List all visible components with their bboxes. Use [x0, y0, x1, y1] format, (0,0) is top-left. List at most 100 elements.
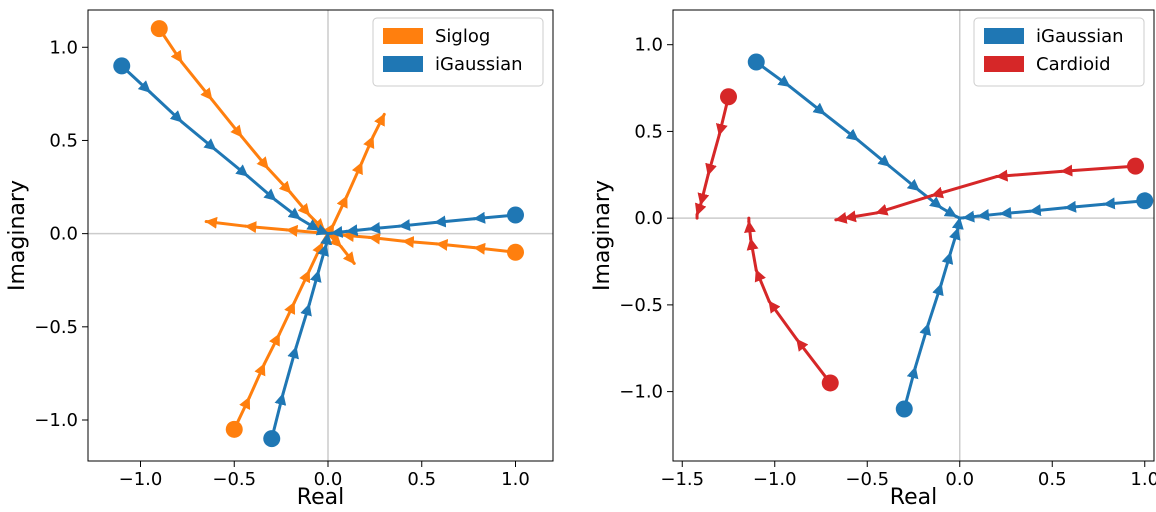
trajectory-segment — [289, 191, 311, 217]
series-igaussian-2 — [895, 216, 964, 418]
y-tick-label: −0.5 — [619, 295, 663, 316]
trajectory-segment — [746, 237, 759, 272]
trajectory-segment — [926, 282, 944, 326]
trajectory-segment — [951, 216, 964, 231]
trajectory-segment — [913, 322, 931, 369]
start-point — [150, 20, 168, 38]
y-tick-label: −1.0 — [619, 382, 663, 403]
trajectory-segment — [345, 224, 371, 237]
trajectory-segment — [705, 133, 721, 177]
trajectory-segment — [856, 138, 891, 168]
series-igaussian-5 — [326, 206, 524, 238]
start-point — [821, 374, 839, 392]
trajectory-segment — [341, 230, 371, 243]
trajectory-segment — [887, 164, 921, 192]
legend-swatch — [383, 28, 423, 44]
x-axis-label: Real — [297, 485, 344, 510]
x-tick-label: −0.5 — [212, 469, 256, 490]
trajectory-segment — [823, 112, 860, 142]
start-point — [113, 57, 131, 75]
trajectory-segment — [339, 245, 356, 265]
trajectory-segment — [277, 301, 296, 336]
trajectory-segment — [281, 345, 299, 396]
trajectory-segment — [330, 225, 349, 238]
trajectory-segment — [266, 166, 292, 195]
x-tick-label: −1.5 — [660, 469, 704, 490]
trajectory-segment — [320, 232, 333, 247]
trajectory-segment — [795, 338, 832, 385]
x-tick-label: −1.0 — [753, 469, 797, 490]
trajectory-segment — [298, 217, 321, 232]
y-tick-label: 0.0 — [634, 208, 663, 229]
trajectory-segment — [367, 232, 405, 245]
axes-frame — [672, 9, 1155, 462]
legend-swatch — [984, 56, 1024, 72]
y-axis-label: Imaginary — [5, 180, 30, 291]
y-tick-label: 0.5 — [634, 121, 663, 142]
trajectory-segment — [976, 209, 1002, 221]
trajectory-segment — [1060, 164, 1137, 177]
trajectory-segment — [180, 60, 214, 101]
trajectory-segment — [148, 90, 184, 124]
series-cardioid-5 — [744, 216, 839, 392]
trajectory-segment — [939, 205, 958, 218]
start-point — [507, 243, 524, 261]
trajectory-segment — [210, 97, 244, 139]
start-point — [1127, 157, 1144, 175]
start-point — [263, 430, 281, 448]
trajectory-segment — [244, 221, 289, 234]
legend-entry: iGaussian — [435, 54, 523, 75]
trajectory-segment — [697, 173, 710, 206]
trajectory-segment — [180, 120, 217, 152]
trajectory-segment — [767, 299, 799, 342]
trajectory-segment — [917, 188, 943, 210]
y-tick-label: 0.0 — [49, 224, 78, 245]
trajectory-segment — [360, 135, 375, 165]
trajectory-segment — [875, 194, 934, 216]
trajectory-segment — [345, 161, 364, 198]
trajectory-segment — [834, 212, 848, 224]
trajectory-segment — [433, 215, 476, 228]
series-igaussian-0 — [747, 53, 962, 220]
trajectory-segment — [371, 112, 386, 139]
series-igaussian-4 — [113, 57, 330, 236]
trajectory-segment — [930, 175, 999, 199]
x-tick-label: 0.5 — [407, 469, 436, 490]
trajectory-segment — [744, 220, 756, 241]
trajectory-segment — [214, 148, 249, 178]
trajectory-segment — [240, 135, 270, 170]
start-point — [747, 53, 765, 71]
trajectory-segment — [435, 238, 476, 251]
y-tick-label: 1.0 — [49, 37, 78, 58]
trajectory-segment — [247, 362, 266, 400]
y-tick-label: −1.0 — [34, 410, 78, 431]
axes-frame — [87, 9, 554, 462]
trajectory-segment — [245, 174, 277, 202]
trajectory-segment — [1063, 200, 1106, 213]
trajectory-segment — [274, 198, 302, 221]
x-tick-label: 0.5 — [1038, 469, 1067, 490]
series-siglog-1 — [204, 216, 524, 261]
trajectory-segment — [939, 251, 954, 286]
start-point — [720, 88, 737, 106]
start-point — [1136, 192, 1154, 210]
start-point — [225, 420, 243, 438]
trajectory-segment — [1028, 204, 1067, 217]
trajectory-segment — [401, 236, 439, 248]
trajectory-segment — [788, 84, 827, 116]
series-igaussian-6 — [263, 232, 333, 448]
trajectory-segment — [262, 332, 281, 366]
series-siglog-3 — [326, 232, 356, 265]
legend-swatch — [383, 56, 423, 72]
trajectory-segment — [949, 227, 961, 255]
legend: Siglog iGaussian — [372, 17, 544, 87]
series-cardioid-3 — [834, 157, 1144, 224]
x-tick-label: −0.5 — [845, 469, 889, 490]
trajectory-segment — [367, 222, 401, 234]
series-siglog-2 — [225, 112, 386, 438]
trajectory-segment — [294, 302, 312, 349]
trajectory-segment — [397, 219, 437, 232]
x-tick-label: 1.0 — [501, 469, 530, 490]
trajectory-segment — [961, 210, 980, 223]
